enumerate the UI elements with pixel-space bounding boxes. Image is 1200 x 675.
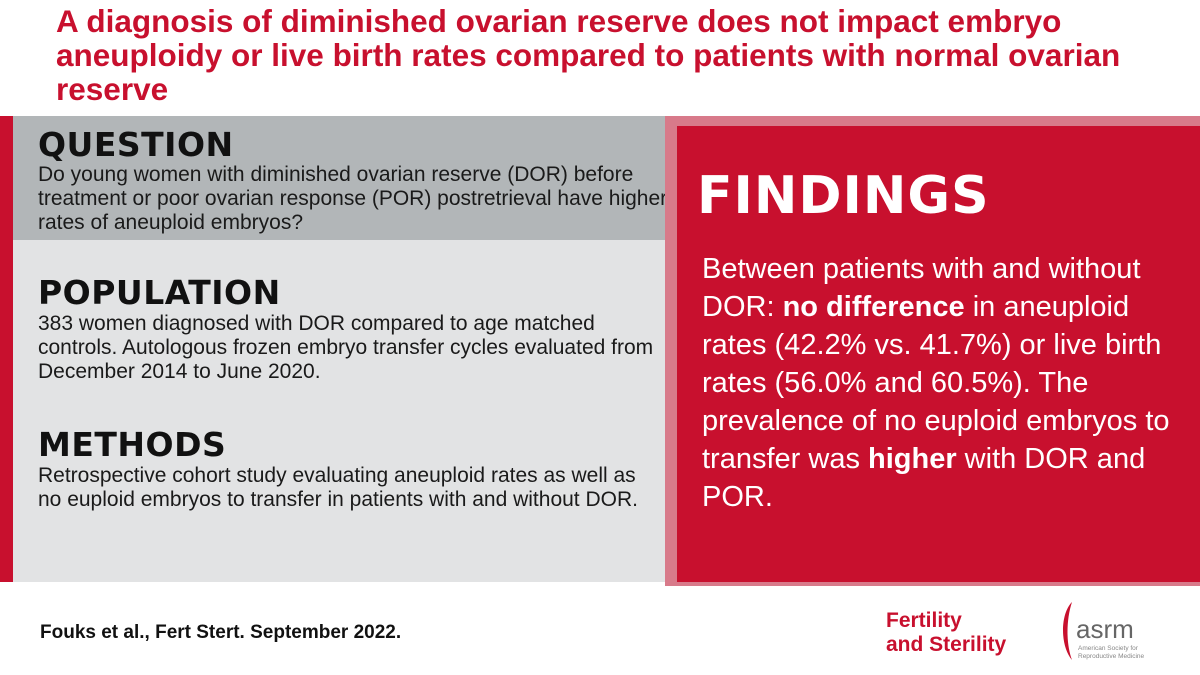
methods-heading: METHODS [38, 425, 227, 464]
asrm-subtitle-line2: Reproductive Medicine [1078, 653, 1145, 660]
question-panel [13, 116, 665, 240]
left-accent-bar [0, 116, 13, 582]
asrm-swoosh-icon [1063, 602, 1072, 660]
question-text: Do young women with diminished ovarian r… [38, 163, 668, 234]
headline: A diagnosis of diminished ovarian reserv… [56, 3, 1121, 107]
findings-no-difference: no difference [782, 291, 965, 323]
question-heading: QUESTION [38, 125, 234, 164]
asrm-logo: asrm American Society for Reproductive M… [1063, 602, 1145, 660]
population-text: 383 women diagnosed with DOR compared to… [38, 312, 654, 383]
findings-text: Between patients with and without DOR: n… [702, 250, 1172, 516]
findings-text-part1: Between patients with and without DOR: [702, 253, 1141, 323]
findings-panel [677, 126, 1200, 582]
journal-logo-line2: and Sterility [886, 633, 1007, 656]
journal-logo-line1: Fertility [886, 609, 962, 632]
methods-text: Retrospective cohort study evaluating an… [38, 464, 638, 511]
population-heading: POPULATION [38, 273, 281, 312]
asrm-wordmark: asrm [1076, 614, 1134, 644]
fertility-sterility-logo: Fertility and Sterility [886, 609, 1007, 656]
findings-heading: FINDINGS [697, 166, 990, 226]
findings-text-part3: with DOR and POR. [702, 443, 1146, 513]
asrm-subtitle-line1: American Society for [1078, 645, 1139, 652]
citation: Fouks et al., Fert Stert. September 2022… [40, 622, 402, 643]
findings-higher: higher [868, 443, 957, 475]
population-methods-panel [13, 240, 665, 582]
findings-text-part2: in aneuploid rates (42.2% vs. 41.7%) or … [702, 291, 1170, 475]
